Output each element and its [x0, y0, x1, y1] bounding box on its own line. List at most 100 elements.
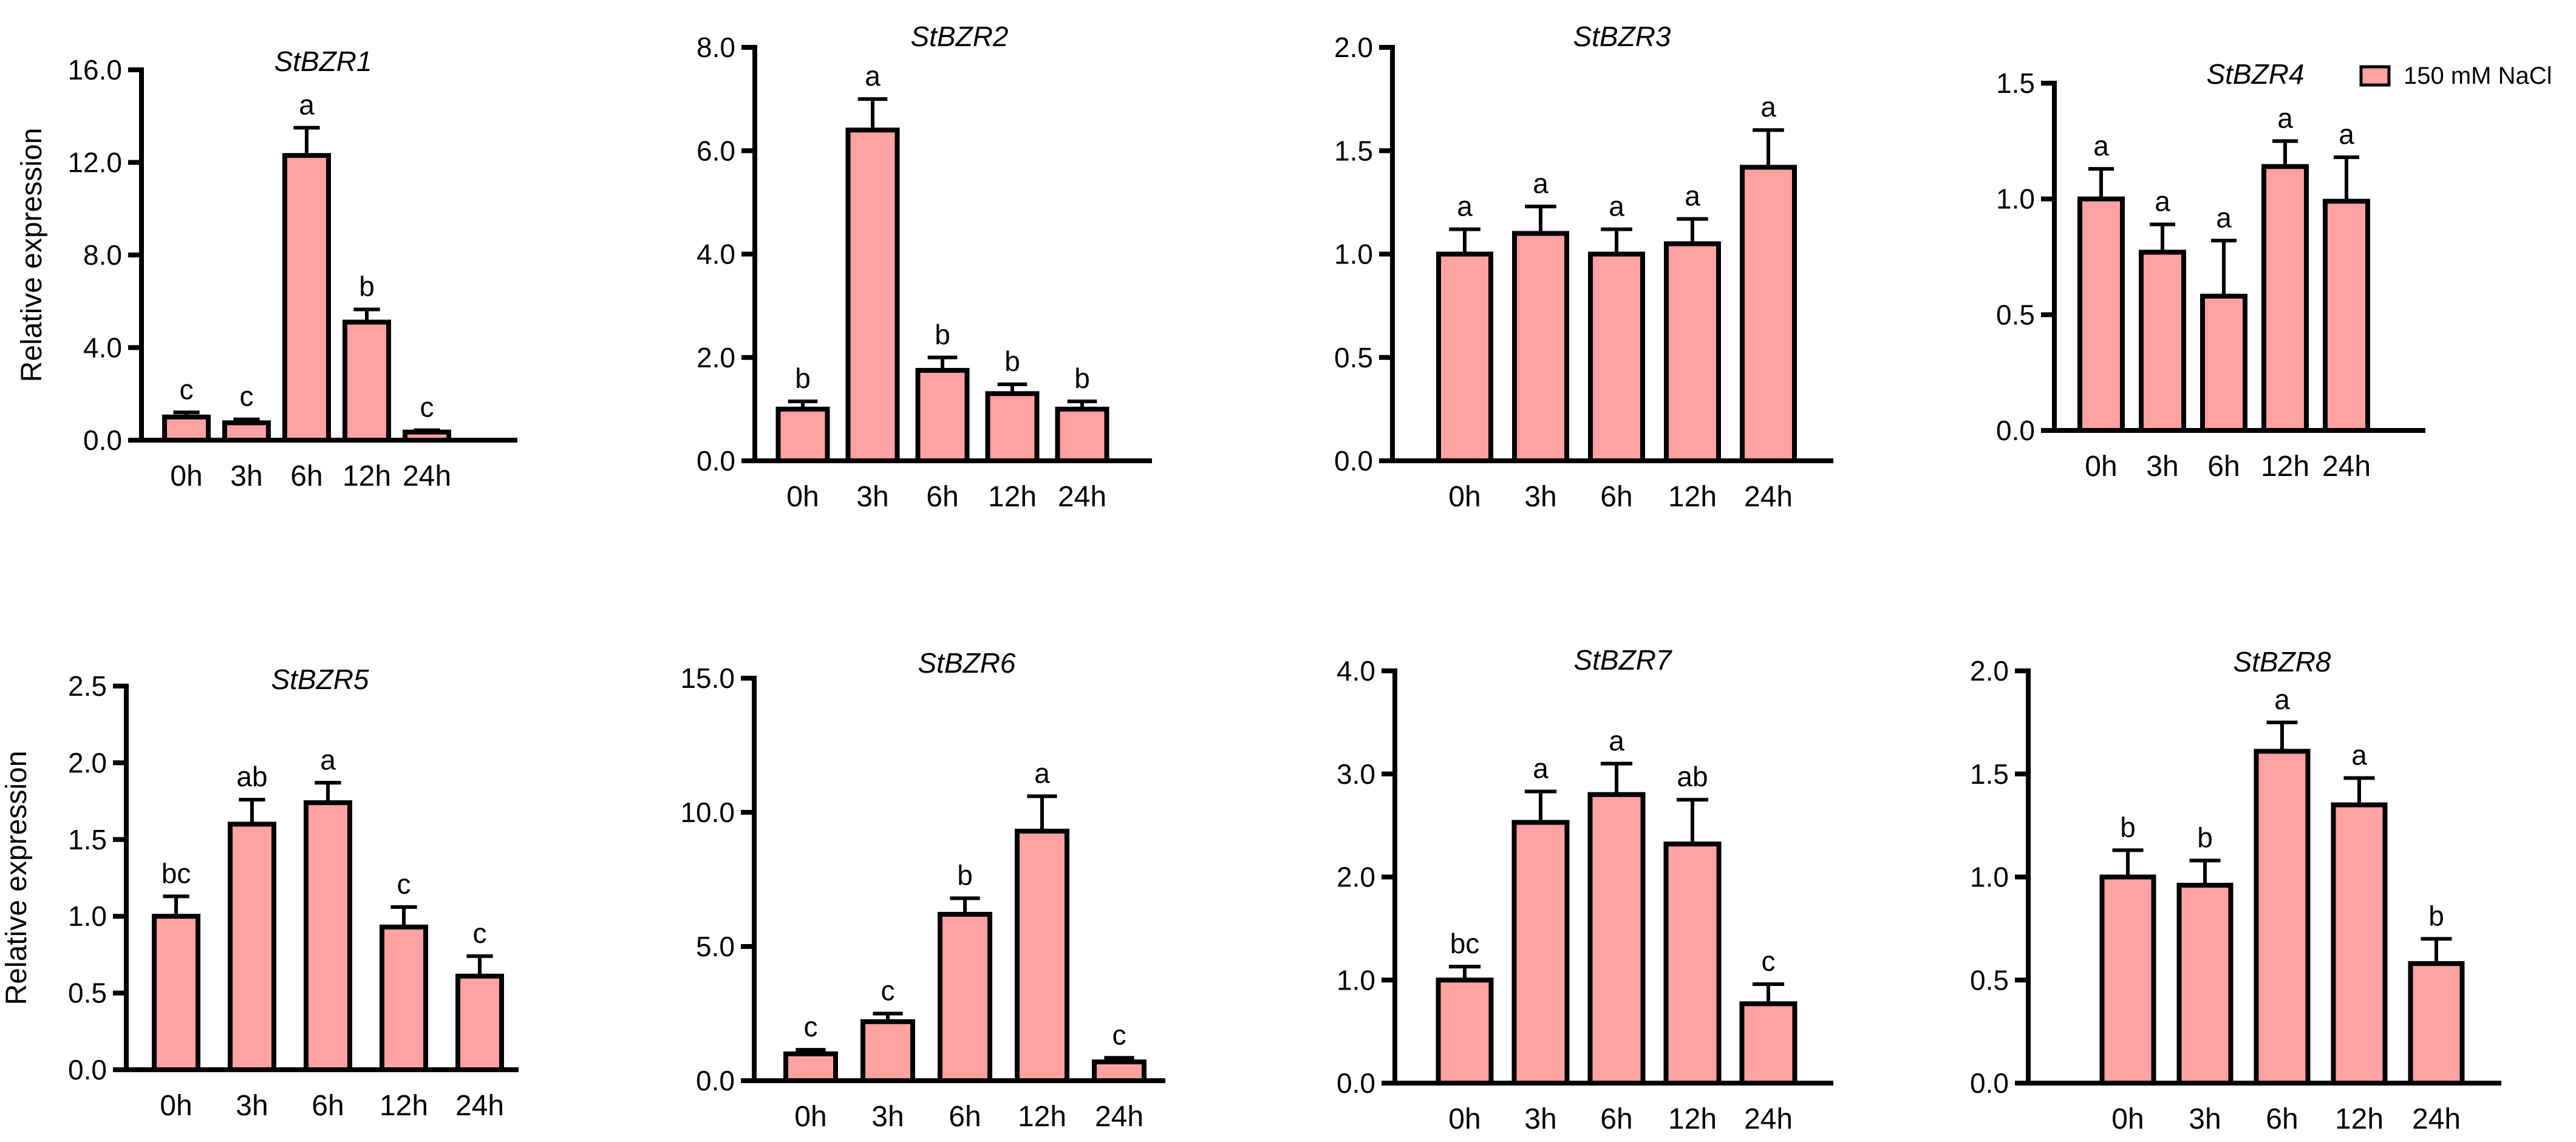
bar [2200, 293, 2247, 433]
y-tick-label: 0.0 [697, 445, 735, 477]
chart-panel-5: StBZR5 Relative expression 0.0 0.5 1.0 1.5 2.0… [1, 664, 519, 1122]
y-tick-label: 0.0 [83, 424, 122, 456]
panel-title: StBZR5 [271, 664, 369, 695]
panel-title: StBZR4 [2206, 58, 2304, 90]
category-label: 24h [2412, 1103, 2461, 1135]
significance-label: a [1533, 168, 1549, 199]
significance-label: a [2339, 118, 2354, 150]
chart-panel-6: StBZR6 0.0 5.0 10.0 15.0 c 0h c 3h b 6h a 12h c 24h [680, 647, 1165, 1133]
y-tick-label: 0.5 [68, 977, 107, 1009]
category-label: 0h [1448, 481, 1481, 513]
y-tick-label: 1.5 [68, 824, 107, 855]
significance-label: a [1034, 757, 1050, 789]
bar [1015, 828, 1069, 1083]
y-tick-label: 0.0 [68, 1054, 107, 1086]
legend-swatch [2359, 65, 2391, 87]
y-tick-label: 1.5 [1996, 67, 2035, 99]
significance-label: c [1762, 945, 1776, 977]
significance-label: b [1004, 345, 1020, 377]
y-tick-label: 2.0 [1337, 862, 1375, 893]
significance-label: a [1457, 191, 1473, 222]
chart-panel-7: StBZR7 0.0 1.0 2.0 3.0 4.0 bc 0h a 3h a 6h ab 12h c 24h [1337, 644, 1833, 1135]
significance-label: b [2428, 900, 2444, 931]
category-label: 6h [949, 1101, 981, 1133]
significance-label: a [299, 89, 315, 120]
y-tick-label: 0.0 [1334, 445, 1373, 477]
category-label: 3h [2146, 450, 2178, 483]
panel-title: StBZR6 [918, 647, 1015, 679]
bar [1664, 241, 1721, 463]
category-label: 0h [2111, 1103, 2144, 1135]
bar [1663, 841, 1722, 1086]
category-label: 0h [2085, 450, 2117, 483]
significance-label: ab [1677, 761, 1708, 792]
bar [2077, 196, 2125, 433]
legend: 150 mM NaCl [2359, 63, 2552, 89]
significance-label: bc [162, 857, 191, 889]
bar [2323, 199, 2370, 433]
category-label: 12h [380, 1090, 428, 1122]
bar [1739, 1001, 1797, 1086]
bar [1436, 251, 1493, 463]
significance-label: b [2120, 811, 2136, 843]
y-tick-label: 0.0 [1970, 1067, 2009, 1099]
bar [1740, 165, 1797, 463]
significance-label: c [240, 381, 254, 412]
bar [222, 420, 271, 443]
bar [938, 911, 992, 1083]
significance-label: b [957, 859, 973, 891]
y-tick-label: 0.0 [1337, 1067, 1375, 1099]
category-label: 3h [2189, 1103, 2221, 1135]
y-tick-label: 2.0 [68, 747, 107, 778]
significance-label: a [2155, 186, 2170, 217]
chart-panel-1: StBZR1 Relative expression 0.0 4.0 8.0 12.0 16… [16, 46, 517, 492]
y-tick-label: 0.0 [1996, 415, 2035, 446]
y-tick-label: 2.5 [68, 670, 107, 702]
bar [845, 127, 900, 463]
category-label: 0h [170, 460, 202, 492]
category-label: 24h [1058, 481, 1106, 513]
y-tick-label: 8.0 [83, 239, 122, 271]
category-label: 6h [312, 1090, 344, 1122]
category-label: 24h [2322, 450, 2371, 483]
y-tick-label: 1.5 [1970, 758, 2009, 790]
bar [1092, 1059, 1147, 1084]
bar [2408, 961, 2465, 1086]
category-label: 0h [786, 481, 819, 513]
category-label: 3h [871, 1101, 904, 1133]
significance-label: c [180, 373, 194, 405]
significance-label: c [881, 975, 895, 1007]
bar [1512, 231, 1569, 463]
chart-panel-3: StBZR3 0.0 0.5 1.0 1.5 2.0 a 0h a 3h a 6h a 12h a 24h [1334, 21, 1833, 513]
y-tick-label: 0.5 [1334, 342, 1373, 373]
bar [1588, 251, 1645, 463]
y-tick-label: 1.0 [1337, 964, 1375, 996]
bar [2176, 883, 2234, 1086]
y-axis-title: Relative expression [16, 128, 48, 382]
y-tick-label: 4.0 [697, 239, 735, 270]
chart-panel-4: StBZR4 0.0 0.5 1.0 1.5 a 0h a 3h a 6h a 12h a 24h [1996, 58, 2425, 483]
chart-panel-2: StBZR2 0.0 2.0 4.0 6.0 8.0 b 0h a 3h b 6h b 12h b 24h [697, 21, 1152, 513]
y-tick-label: 15.0 [680, 662, 735, 694]
category-label: 6h [2266, 1103, 2298, 1135]
y-tick-label: 1.0 [68, 900, 107, 932]
bar [783, 1051, 838, 1084]
category-label: 6h [926, 481, 958, 513]
significance-label: a [865, 60, 881, 92]
significance-label: c [804, 1011, 818, 1042]
chart-panel-8: StBZR8 0.0 0.5 1.0 1.5 2.0 b 0h b 3h a 6h a 12h b 24h [1970, 646, 2501, 1135]
bar [228, 821, 276, 1073]
significance-label: a [2093, 130, 2109, 161]
bar [282, 153, 331, 443]
category-label: 24h [403, 460, 451, 492]
y-tick-label: 4.0 [1337, 655, 1375, 687]
panel-title: StBZR8 [2233, 646, 2331, 678]
bar [342, 319, 391, 443]
category-label: 12h [342, 460, 391, 492]
y-axis-title: Relative expression [1, 751, 33, 1005]
significance-label: a [2351, 739, 2367, 771]
legend-label: 150 mM NaCl [2404, 63, 2552, 89]
bar [2331, 802, 2388, 1086]
category-label: 6h [1600, 1103, 1632, 1135]
category-label: 6h [290, 460, 322, 492]
